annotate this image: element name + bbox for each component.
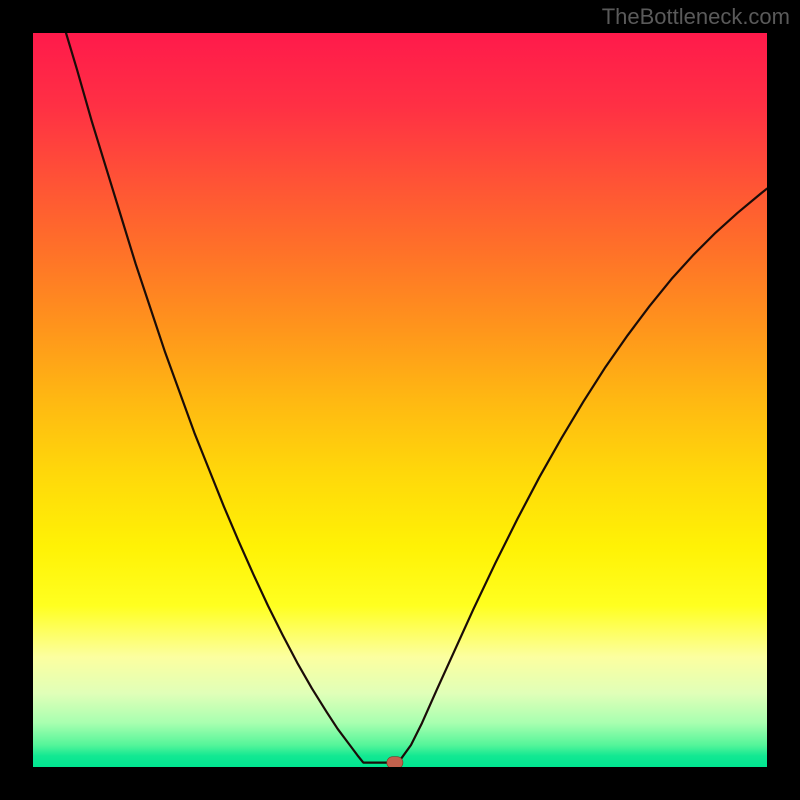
optimal-point-marker	[387, 757, 403, 767]
chart-container: TheBottleneck.com	[0, 0, 800, 800]
watermark-text: TheBottleneck.com	[602, 4, 790, 30]
chart-background	[33, 33, 767, 767]
bottleneck-curve-chart	[33, 33, 767, 767]
